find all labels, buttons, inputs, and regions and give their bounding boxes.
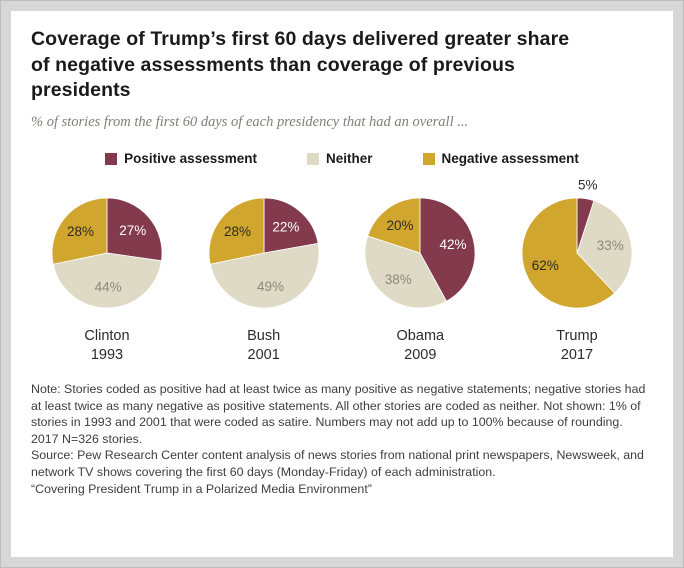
- pie-slice-positive-assessment: [263, 197, 319, 254]
- chart-notes: Note: Stories coded as positive had at l…: [31, 381, 651, 497]
- pie-caption-year: 2001: [247, 347, 280, 364]
- pie-svg: 42% 38% 20%: [364, 197, 476, 309]
- pie-chart-clinton: 27% 44% 28% Clinton 1993: [31, 168, 183, 365]
- legend-swatch: [306, 152, 319, 165]
- pie-value-label: 33%: [597, 238, 624, 253]
- source-text: Source: Pew Research Center content anal…: [31, 448, 644, 479]
- pie-value-label: 28%: [67, 224, 94, 239]
- pie-caption: Trump 2017: [501, 327, 653, 365]
- legend-swatch: [105, 152, 118, 165]
- pie-caption-year: 2009: [404, 347, 437, 364]
- pie-charts-row: 27% 44% 28% Clinton 1993 22% 49% 28% Bush 2001 42%…: [31, 168, 653, 365]
- pie-value-label: 42%: [440, 237, 467, 252]
- pie-slice-negative-assessment: [51, 197, 108, 265]
- pie-slice-neither: [364, 235, 448, 309]
- pie-slice-negative-assessment: [367, 197, 421, 254]
- credit-text: “Covering President Trump in a Polarized…: [31, 481, 372, 496]
- chart-title: Coverage of Trump’s first 60 days delive…: [31, 28, 570, 102]
- note-text: Note: Stories coded as positive had at l…: [31, 381, 646, 446]
- pie-caption-president: Clinton: [84, 328, 130, 345]
- pie-svg: 27% 44% 28%: [51, 197, 163, 309]
- pie-caption-year: 2017: [560, 347, 594, 364]
- pie-slice-positive-assessment: [419, 197, 476, 302]
- pie-slice-negative-assessment: [208, 197, 265, 265]
- pie-slice-positive-assessment: [106, 197, 163, 262]
- pie-value-label: 62%: [532, 258, 559, 273]
- legend-item-2: Negative assessment: [422, 151, 579, 167]
- legend-item-0: Positive assessment: [105, 151, 257, 166]
- pie-caption: Clinton 1993: [31, 327, 183, 365]
- pie-caption: Bush 2001: [188, 327, 340, 365]
- pie-caption-president: Trump: [556, 328, 598, 345]
- pie-value-label: 38%: [385, 272, 412, 287]
- legend-label: Negative assessment: [441, 151, 579, 167]
- pie-value-label: 20%: [387, 218, 414, 233]
- pie-value-label: 49%: [257, 279, 284, 294]
- chart-legend: Positive assessment Neither Negative asses…: [31, 151, 653, 166]
- pie-value-label: 44%: [95, 280, 122, 295]
- pie-value-label: 27%: [119, 223, 146, 238]
- pie-slice-negative-assessment: [521, 197, 616, 309]
- pie-chart-trump: 5% 33% 62% Trump 2017: [501, 168, 653, 365]
- chart-subtitle: % of stories from the first 60 days of e…: [31, 114, 469, 131]
- pie-chart-obama: 42% 38% 20% Obama 2009: [344, 168, 496, 365]
- pie-slice-neither: [209, 243, 319, 309]
- pie-value-label: 22%: [272, 220, 299, 235]
- pie-value-label: 5%: [578, 178, 598, 193]
- legend-label: Positive assessment: [124, 151, 257, 167]
- pie-caption-president: Bush: [247, 328, 281, 345]
- legend-swatch: [422, 152, 435, 165]
- pie-value-label: 28%: [224, 224, 251, 239]
- pie-caption-year: 1993: [90, 347, 124, 364]
- pie-slice-neither: [52, 252, 162, 309]
- pie-chart-bush: 22% 49% 28% Bush 2001: [188, 168, 340, 365]
- chart-card: Coverage of Trump’s first 60 days delive…: [11, 11, 673, 557]
- legend-label: Neither: [325, 151, 373, 167]
- legend-item-1: Neither: [306, 151, 373, 167]
- pie-slice-neither: [576, 200, 633, 294]
- pie-caption-president: Obama: [396, 328, 445, 345]
- pie-svg: 5% 33% 62%: [521, 178, 633, 309]
- pie-svg: 22% 49% 28%: [208, 197, 319, 309]
- pie-caption: Obama 2009: [344, 327, 496, 365]
